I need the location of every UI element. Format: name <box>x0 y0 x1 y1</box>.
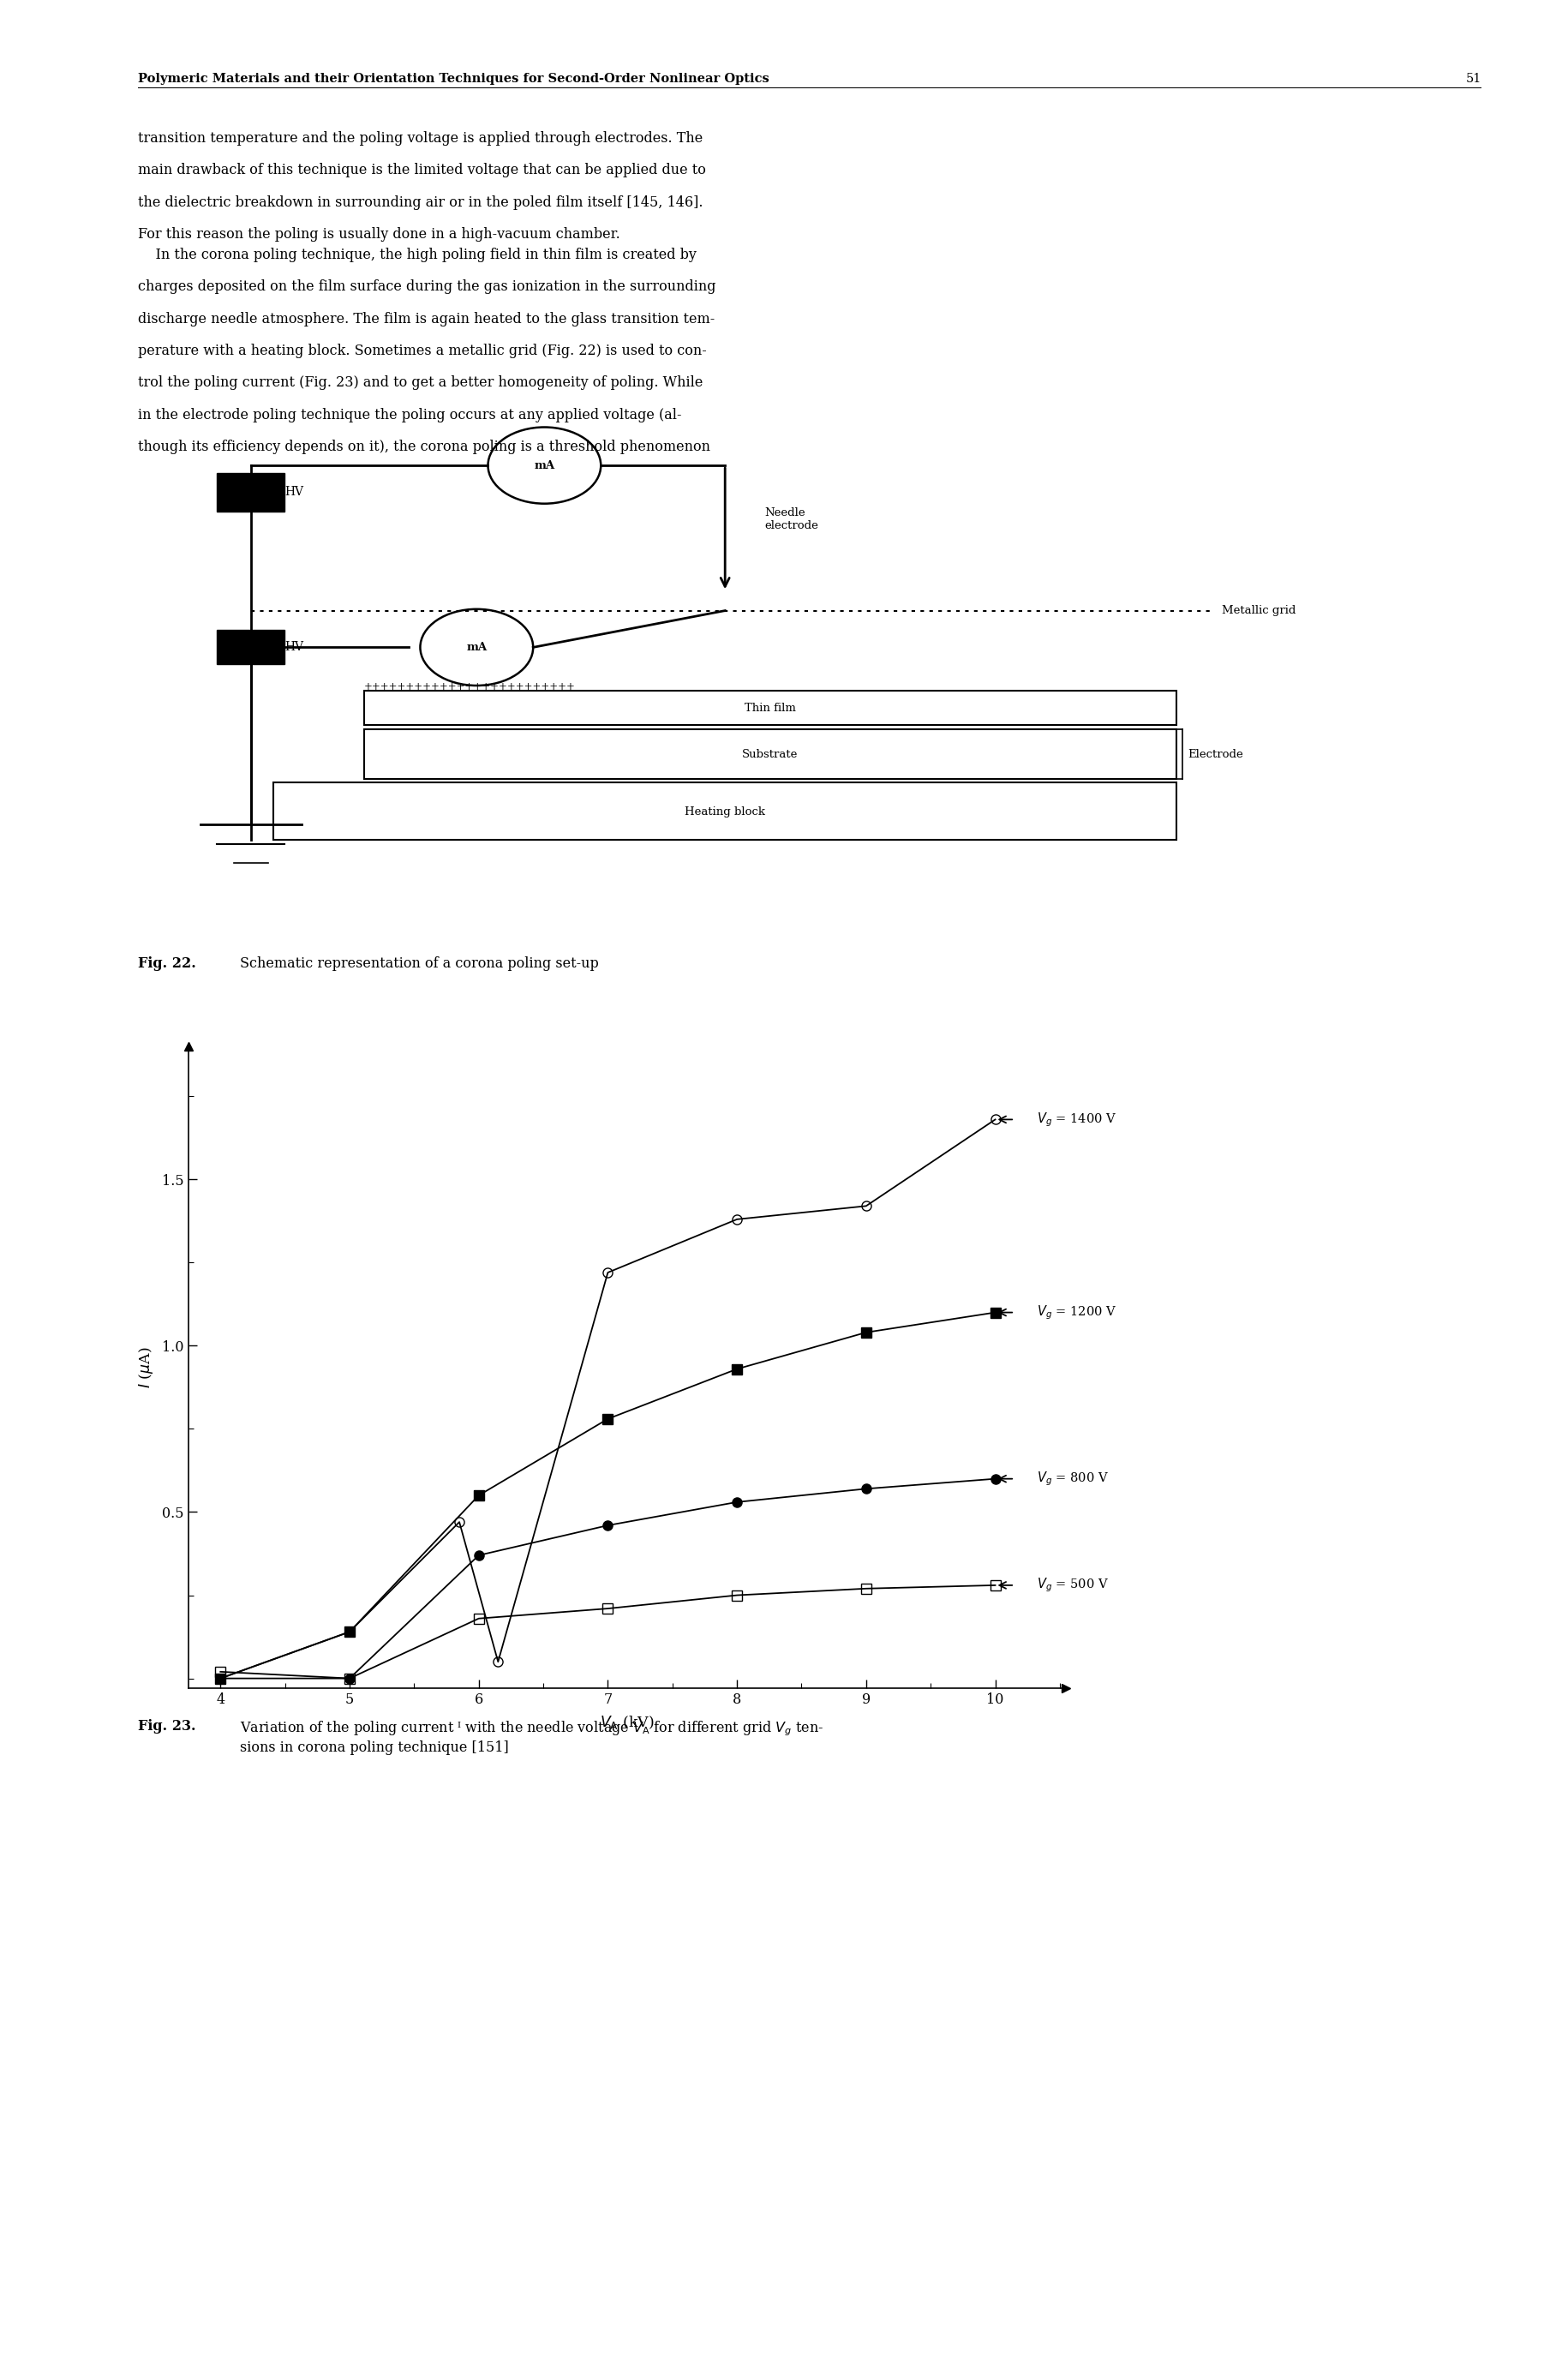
Text: perature with a heating block. Sometimes a metallic grid (Fig. 22) is used to co: perature with a heating block. Sometimes… <box>138 342 707 359</box>
Text: Variation of the poling current ⁠ᴵ with the needle voltage $V_{\mathrm{A}}$ for : Variation of the poling current ⁠ᴵ with … <box>240 1719 823 1755</box>
Text: Heating block: Heating block <box>685 806 765 818</box>
Text: For this reason the poling is usually done in a high-vacuum chamber.: For this reason the poling is usually do… <box>138 226 621 243</box>
Text: $V_g$ = 500 V: $V_g$ = 500 V <box>1036 1577 1109 1593</box>
Text: Metallic grid: Metallic grid <box>1221 604 1295 616</box>
Text: 51: 51 <box>1466 71 1482 86</box>
Text: though its efficiency depends on it), the corona poling is a threshold phenomeno: though its efficiency depends on it), th… <box>138 440 710 454</box>
Text: In the corona poling technique, the high poling field in thin film is created by: In the corona poling technique, the high… <box>138 247 696 262</box>
Bar <box>364 730 1176 780</box>
Text: $V_g$ = 1400 V: $V_g$ = 1400 V <box>1036 1111 1116 1127</box>
Bar <box>273 782 1176 839</box>
Bar <box>364 692 1176 725</box>
Text: +++++++++++++++++++++++++: +++++++++++++++++++++++++ <box>364 682 575 692</box>
X-axis label: $V_{\mathrm{A}}$ (kV): $V_{\mathrm{A}}$ (kV) <box>601 1715 654 1731</box>
Text: Polymeric Materials and their Orientation Techniques for Second-Order Nonlinear : Polymeric Materials and their Orientatio… <box>138 71 770 86</box>
Text: Needle
electrode: Needle electrode <box>765 507 818 530</box>
Text: mA: mA <box>535 459 555 471</box>
Text: $V_g$ = 1200 V: $V_g$ = 1200 V <box>1036 1303 1116 1322</box>
Text: trol the poling current (Fig. 23) and to get a better homogeneity of poling. Whi: trol the poling current (Fig. 23) and to… <box>138 376 702 390</box>
Text: mA: mA <box>466 642 488 654</box>
Y-axis label: $I$ ($\mu$A): $I$ ($\mu$A) <box>136 1346 155 1389</box>
Text: Fig. 23.: Fig. 23. <box>138 1719 196 1734</box>
Text: Substrate: Substrate <box>742 749 798 761</box>
Text: $V_g$ = 800 V: $V_g$ = 800 V <box>1036 1470 1109 1489</box>
Text: charges deposited on the film surface during the gas ionization in the surroundi: charges deposited on the film surface du… <box>138 278 717 295</box>
Bar <box>216 473 285 511</box>
Text: Electrode: Electrode <box>1189 749 1243 761</box>
Text: in the electrode poling technique the poling occurs at any applied voltage (al-: in the electrode poling technique the po… <box>138 407 682 423</box>
Text: HV: HV <box>285 642 304 654</box>
Text: Fig. 22.: Fig. 22. <box>138 956 196 970</box>
Text: the dielectric breakdown in surrounding air or in the poled film itself [145, 14: the dielectric breakdown in surrounding … <box>138 195 702 209</box>
Text: HV: HV <box>285 485 304 497</box>
Text: Schematic representation of a corona poling set-up: Schematic representation of a corona pol… <box>240 956 599 970</box>
Text: main drawback of this technique is the limited voltage that can be applied due t: main drawback of this technique is the l… <box>138 162 706 178</box>
Bar <box>216 630 285 663</box>
Text: transition temperature and the poling voltage is applied through electrodes. The: transition temperature and the poling vo… <box>138 131 702 145</box>
Text: discharge needle atmosphere. The film is again heated to the glass transition te: discharge needle atmosphere. The film is… <box>138 312 715 326</box>
Text: Thin film: Thin film <box>745 704 797 713</box>
